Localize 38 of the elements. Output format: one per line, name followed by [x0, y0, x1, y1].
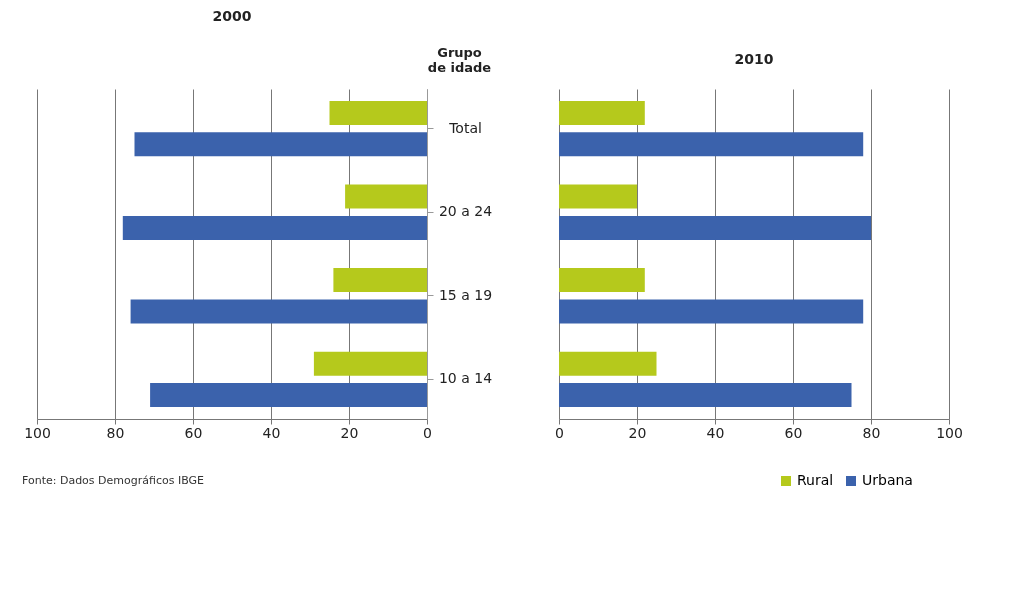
x-tick-label: 20 [340, 424, 359, 441]
bar [345, 184, 427, 209]
bar [559, 215, 871, 240]
x-tick-label: 60 [784, 424, 803, 441]
y-tick-label: 15 a 19 [438, 286, 493, 303]
bar [333, 268, 427, 293]
x-tick-label: 100 [936, 424, 963, 441]
x-tick-label: 60 [184, 424, 203, 441]
chart-title: 2010 [734, 51, 774, 67]
bar [313, 351, 427, 376]
y-tick-label: 10 a 14 [438, 370, 493, 387]
bar [559, 101, 645, 126]
chart-title: 2000 [212, 8, 252, 24]
bar [559, 132, 864, 157]
x-tick-label: 40 [706, 424, 725, 441]
x-tick-label: 80 [106, 424, 125, 441]
y-tick-label: Total [448, 119, 482, 136]
x-tick-label: 80 [862, 424, 881, 441]
bar [559, 184, 637, 209]
bar [329, 101, 427, 126]
bar [559, 299, 864, 324]
bar [122, 215, 427, 240]
y-tick-label: 20 a 24 [438, 203, 493, 220]
x-tick-label: 40 [262, 424, 281, 441]
x-tick-label: 0 [555, 424, 564, 441]
source-note: Fonte: Dados Demográficos IBGE [22, 474, 205, 487]
bar [150, 382, 427, 407]
x-tick-label: 100 [24, 424, 51, 441]
bar [559, 382, 852, 407]
bar [134, 132, 427, 157]
bar [559, 351, 657, 376]
legend-label: Rural [797, 472, 834, 488]
x-tick-label: 0 [423, 424, 432, 441]
bar [130, 299, 427, 324]
legend-label: Urbana [862, 472, 913, 488]
y-axis-title: Grupo de idade [427, 44, 492, 75]
x-tick-label: 20 [628, 424, 647, 441]
bar [559, 268, 645, 293]
